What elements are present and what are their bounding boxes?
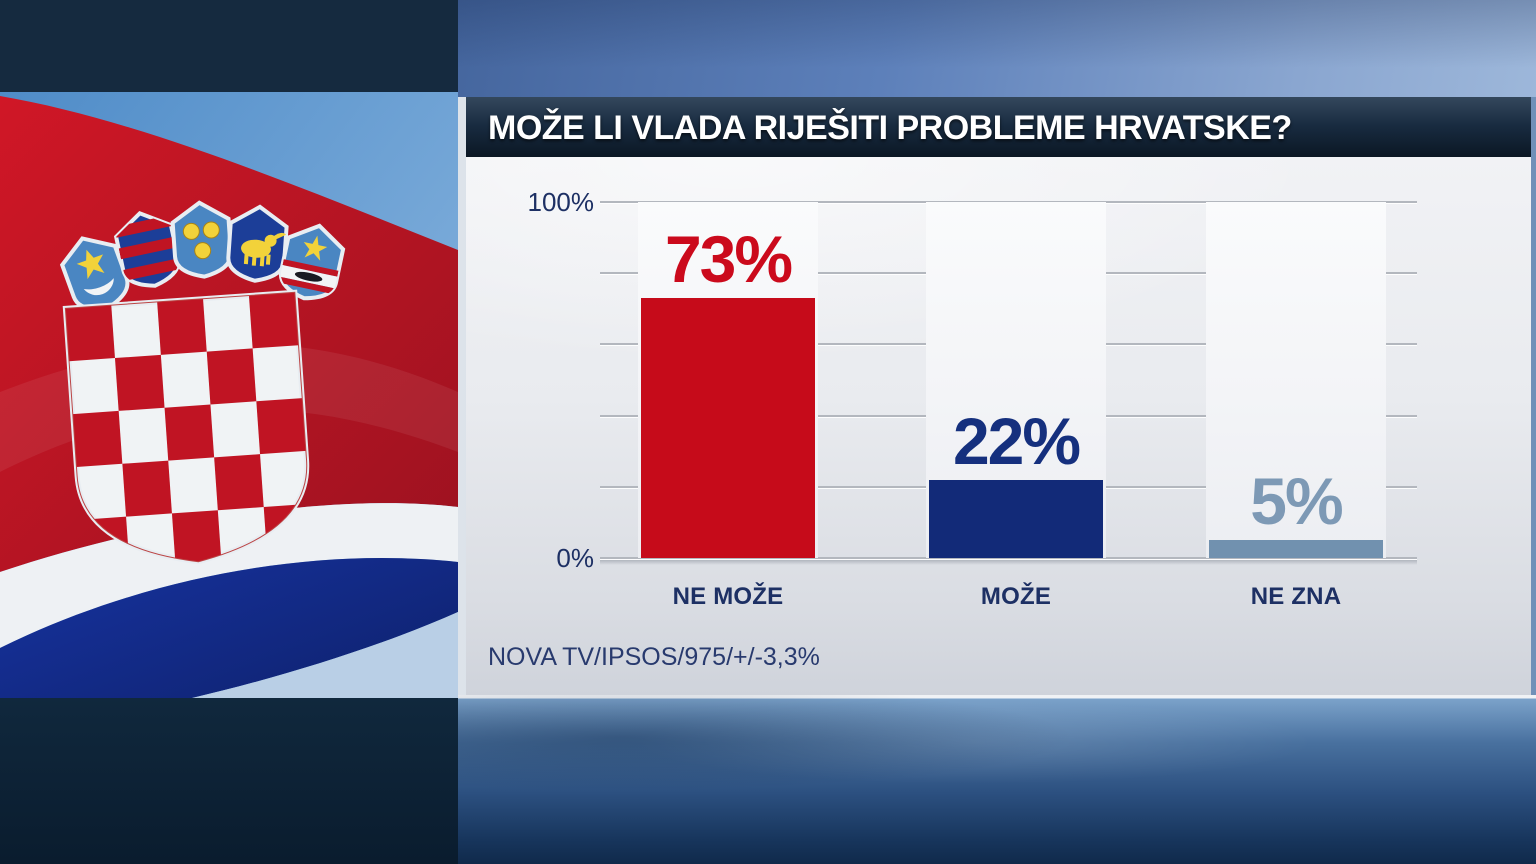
baseline-shadow [600,560,1417,565]
bar-value-label: 5% [1250,464,1343,538]
flag-panel [0,0,458,864]
y-axis-label-top: 100% [527,187,595,217]
grid-line [600,557,1417,559]
bar-category-label: NE ZNA [1250,583,1342,610]
bar-track [1206,202,1386,558]
chart-panel: 73% NE MOŽE 22% MOŽE 5% NE ZNA 100% 0% NOVA T… [466,157,1531,695]
source-text: NOVA TV/IPSOS/975/+/-3,3% [488,643,820,671]
bar-category-label: MOŽE [980,583,1052,610]
studio-sky-strip [458,0,1536,97]
flag-panel-bottom-band [0,698,458,864]
bar [641,298,815,558]
headline-bar: MOŽE LI VLADA RIJEŠITI PROBLEME HRVATSKE… [466,97,1531,157]
studio-sea-strip [458,695,1536,864]
bar-category-label: NE MOŽE [672,583,784,610]
bar [1209,540,1383,558]
bar-value-label: 73% [664,222,793,296]
headline-text: MOŽE LI VLADA RIJEŠITI PROBLEME HRVATSKE… [488,109,1292,147]
bar [929,480,1103,558]
y-axis-label-bottom: 0% [556,543,594,573]
plot-area: 73% NE MOŽE 22% MOŽE 5% NE ZNA [466,157,1531,695]
croatian-flag-icon [0,92,458,698]
bar-value-label: 22% [952,404,1081,478]
